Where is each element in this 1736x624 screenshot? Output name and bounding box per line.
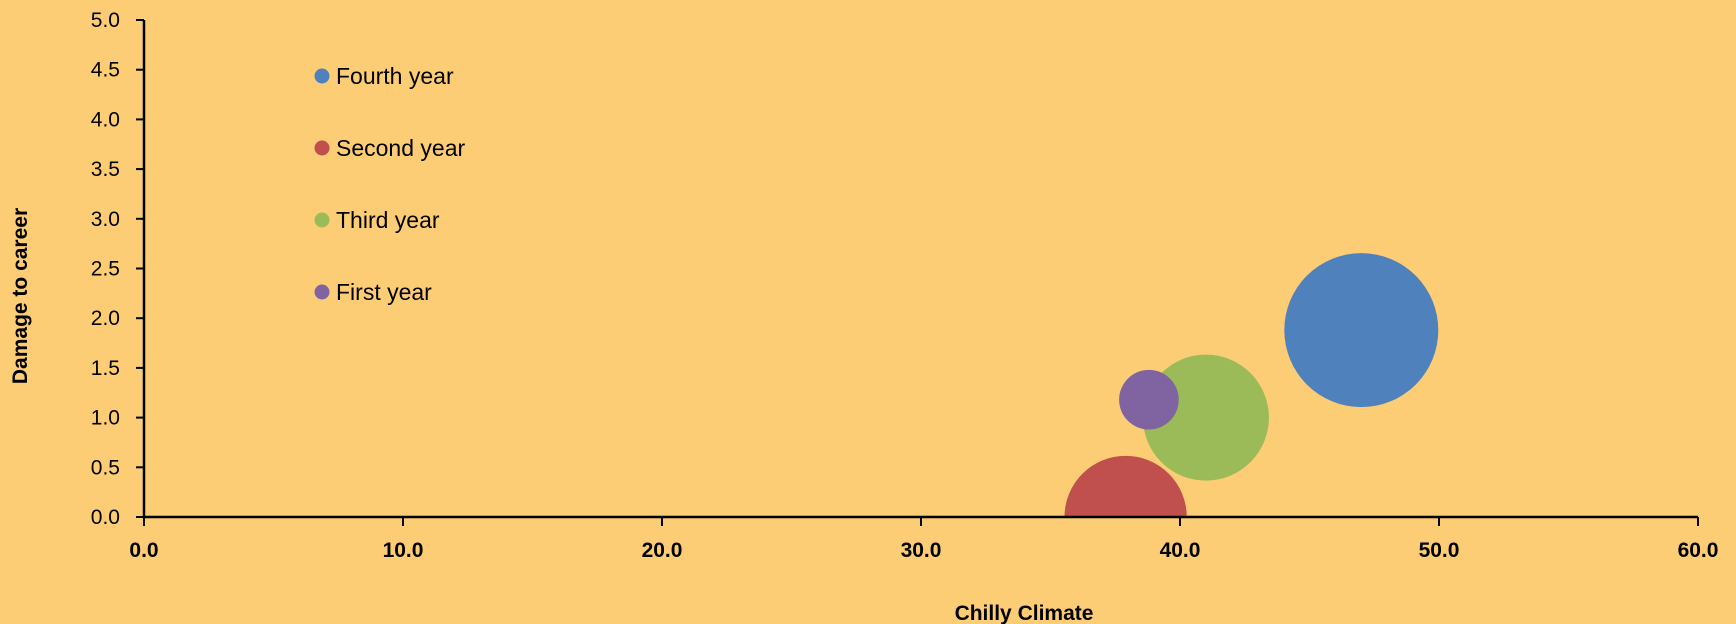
y-tick-label: 4.5 xyxy=(91,59,120,82)
bubble-first-year xyxy=(1119,369,1179,430)
y-tick-label: 3.0 xyxy=(91,208,120,231)
y-tick-label: 2.0 xyxy=(91,307,120,330)
x-axis-ticks: 0.0 10.0 20.0 30.0 40.0 50.0 60.0 xyxy=(129,517,1718,562)
x-tick-label: 30.0 xyxy=(901,539,942,562)
legend: Fourth year Second year Third year First ye… xyxy=(314,63,465,305)
x-tick-label: 60.0 xyxy=(1678,539,1719,562)
legend-label: Third year xyxy=(336,207,440,233)
x-axis-title: Chilly Climate xyxy=(955,602,1094,624)
legend-marker xyxy=(314,284,330,300)
y-tick-label: 4.0 xyxy=(91,108,120,131)
legend-label: First year xyxy=(336,279,432,305)
y-tick-label: 2.5 xyxy=(91,258,120,281)
legend-marker xyxy=(314,140,330,156)
y-tick-label: 0.0 xyxy=(91,506,120,529)
y-tick-label: 3.5 xyxy=(91,158,120,181)
y-tick-label: 1.0 xyxy=(91,407,120,430)
bubble-layer xyxy=(1064,253,1439,517)
y-axis-title: Damage to career xyxy=(9,208,32,384)
legend-item-fourth-year: Fourth year xyxy=(314,63,454,89)
legend-marker xyxy=(314,212,330,228)
bubble-fourth-year xyxy=(1284,253,1439,408)
legend-item-first-year: First year xyxy=(314,279,432,305)
legend-label: Second year xyxy=(336,135,465,161)
y-tick-label: 1.5 xyxy=(91,357,120,380)
y-tick-label: 5.0 xyxy=(91,9,120,32)
y-axis-ticks: 0.0 0.5 1.0 1.5 2.0 2.5 3.0 3.5 4.0 4.5 5.0 xyxy=(91,9,144,529)
x-tick-label: 10.0 xyxy=(383,539,424,562)
legend-label: Fourth year xyxy=(336,63,454,89)
bubble-second-year xyxy=(1064,455,1187,517)
y-tick-label: 0.5 xyxy=(91,456,120,479)
x-tick-label: 50.0 xyxy=(1419,539,1460,562)
x-tick-label: 0.0 xyxy=(129,539,158,562)
legend-item-third-year: Third year xyxy=(314,207,440,233)
x-tick-label: 40.0 xyxy=(1160,539,1201,562)
x-tick-label: 20.0 xyxy=(642,539,683,562)
legend-item-second-year: Second year xyxy=(314,135,465,161)
legend-marker xyxy=(314,68,330,84)
